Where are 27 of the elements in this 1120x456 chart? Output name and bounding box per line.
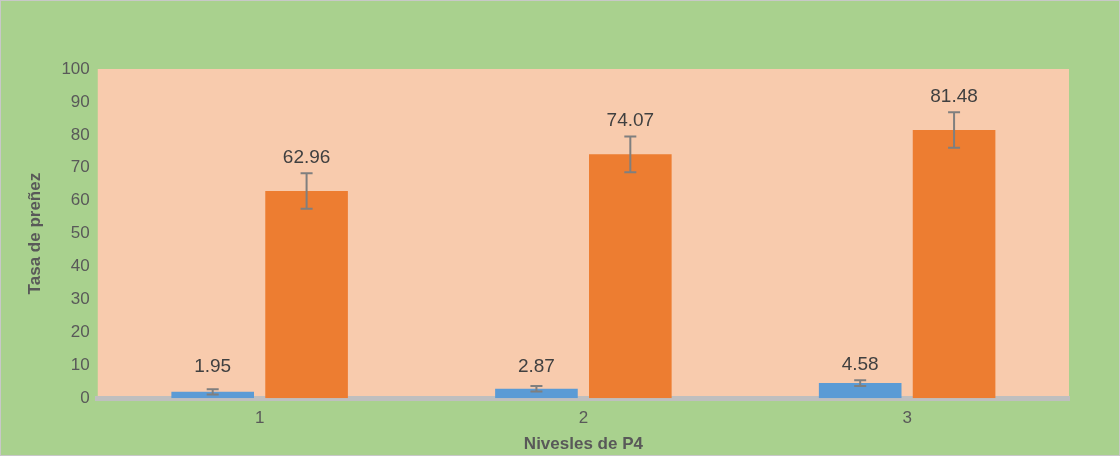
data-label: 2.87	[517, 354, 555, 376]
y-axis-title: Tasa de preñez	[24, 172, 44, 295]
bar	[265, 190, 348, 399]
bar	[912, 129, 996, 399]
bar	[495, 388, 578, 399]
x-axis-title: Nivesles de P4	[523, 434, 644, 454]
y-tick-label: 40	[70, 256, 90, 276]
y-tick-label: 10	[70, 354, 90, 374]
data-label: 1.95	[194, 354, 232, 376]
x-tick-label: 3	[902, 408, 912, 428]
data-label: 62.96	[282, 145, 331, 167]
y-tick-label: 30	[70, 289, 90, 309]
data-label: 4.58	[841, 352, 879, 374]
y-tick-label: 20	[70, 322, 90, 342]
y-tick-label: 60	[70, 190, 90, 210]
y-tick-label: 80	[70, 124, 90, 144]
x-tick-label: 1	[254, 408, 265, 428]
y-tick-label: 70	[70, 157, 90, 177]
y-tick-label: 0	[80, 387, 90, 407]
bar	[589, 154, 672, 399]
y-tick-label: 100	[61, 58, 90, 78]
bar	[818, 383, 902, 399]
y-tick-label: 50	[70, 223, 90, 243]
data-label: 81.48	[930, 84, 978, 106]
y-tick-label: 90	[70, 91, 90, 111]
data-label: 74.07	[606, 109, 655, 131]
x-tick-label: 2	[578, 408, 589, 428]
